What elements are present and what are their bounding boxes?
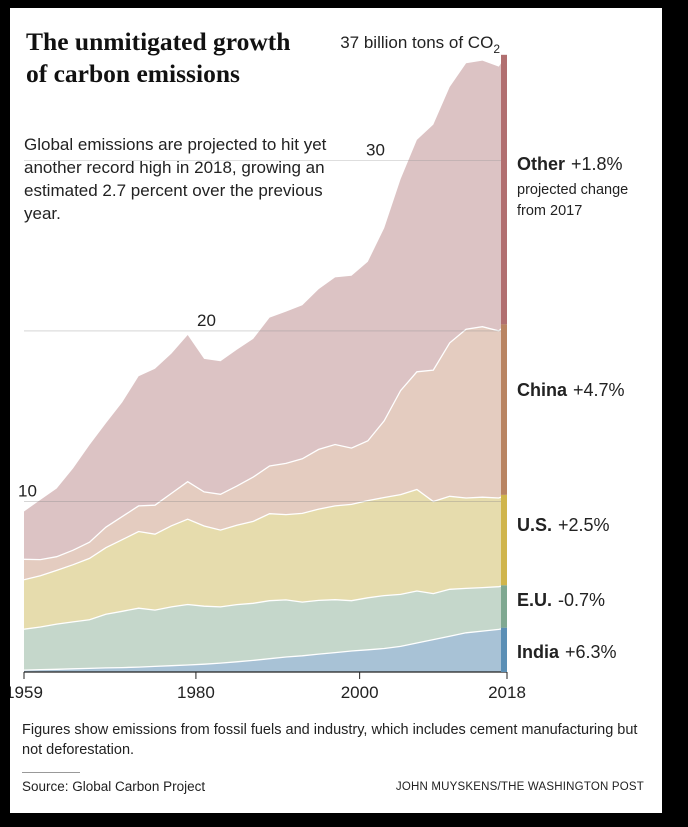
source-divider xyxy=(22,772,80,773)
source-text: Source: Global Carbon Project xyxy=(22,779,206,794)
region-change: -0.7% xyxy=(558,590,605,610)
y-tick-label-30: 30 xyxy=(366,140,385,159)
legend-bar-india xyxy=(501,627,507,672)
area-china xyxy=(24,324,507,580)
y-tick-label-20: 20 xyxy=(197,311,216,330)
chart-footnote: Figures show emissions from fossil fuels… xyxy=(22,722,638,758)
region-change: +1.8% xyxy=(571,154,623,174)
region-name: China xyxy=(517,380,568,400)
x-tick-label-1959: 1959 xyxy=(10,683,43,702)
area-u-s xyxy=(24,489,507,630)
x-tick-label-2018: 2018 xyxy=(488,683,526,702)
boundary-line-india xyxy=(23,627,508,671)
region-change: +4.7% xyxy=(573,380,625,400)
x-tick-label-2000: 2000 xyxy=(341,683,379,702)
x-tick-label-1980: 1980 xyxy=(177,683,215,702)
chart-title: The unmitigated growth of carbon emissio… xyxy=(26,27,291,88)
legend-bar-e-u xyxy=(501,585,507,628)
y-tick-label-10: 10 xyxy=(18,481,37,500)
total-label-subscript: 2 xyxy=(493,42,500,56)
chart-card: 10 20 30 1959 1980 2000 2018 India+6.3% E.U. -0.7… xyxy=(10,8,662,813)
credit-text: JOHN MUYSKENS/THE WASHINGTON POST xyxy=(395,781,644,793)
region-label-u-s: U.S. +2.5% xyxy=(517,515,610,535)
region-label-china: China +4.7% xyxy=(517,380,625,400)
region-name: E.U. xyxy=(517,590,552,610)
emissions-chart: 10 20 30 1959 1980 2000 2018 India+6.3% E.U. -0.7… xyxy=(10,33,628,702)
region-name: Other xyxy=(517,154,565,174)
boundary-line-e-u xyxy=(23,584,508,630)
area-e-u xyxy=(24,585,507,671)
legend-bar-u-s xyxy=(501,494,507,586)
boundary-line-china xyxy=(23,323,508,561)
legend-bar-china xyxy=(501,324,507,495)
chart-subtitle: Global emissions are projected to hit ye… xyxy=(24,135,327,223)
total-emissions-label: 37 billion tons of CO2 xyxy=(340,33,500,56)
legend-bar-other xyxy=(501,54,507,325)
region-label-e-u: E.U. -0.7% xyxy=(517,590,605,610)
area-india xyxy=(24,627,507,672)
region-change: +6.3% xyxy=(565,642,617,662)
region-note-line: from 2017 xyxy=(517,203,582,219)
region-label-other: Other +1.8% xyxy=(517,154,623,174)
region-label-india: India +6.3% xyxy=(517,642,617,662)
region-change: +2.5% xyxy=(558,515,610,535)
region-name: India xyxy=(517,642,560,662)
total-label-text: 37 billion tons of CO xyxy=(340,33,493,52)
region-name: U.S. xyxy=(517,515,552,535)
region-note-line: projected change xyxy=(517,182,628,198)
area-other xyxy=(24,54,507,560)
